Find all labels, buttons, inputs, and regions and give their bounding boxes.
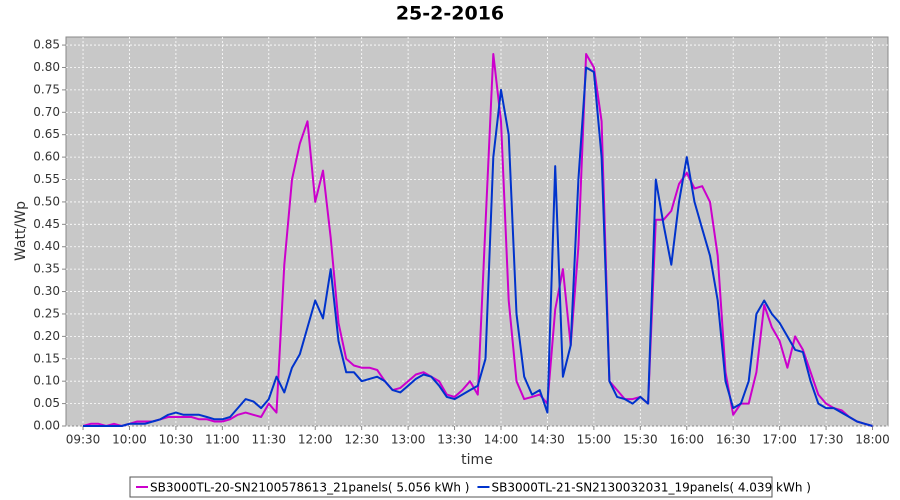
y-tick-label: 0.65 <box>33 127 60 141</box>
y-tick-label: 0.80 <box>33 60 60 74</box>
x-tick-label: 12:00 <box>298 433 333 447</box>
y-tick-label: 0.70 <box>33 105 60 119</box>
legend-box <box>129 476 773 498</box>
x-tick-label: 11:00 <box>205 433 240 447</box>
chart-title: 25-2-2016 <box>396 3 504 25</box>
x-tick-label: 13:30 <box>437 433 472 447</box>
x-tick-label: 10:00 <box>112 433 147 447</box>
x-tick-label: 14:00 <box>484 433 519 447</box>
y-tick-label: 0.75 <box>33 82 60 96</box>
y-tick-label: 0.25 <box>33 306 60 320</box>
y-tick-label: 0.40 <box>33 239 60 253</box>
legend-label: SB3000TL-20-SN2100578613_21panels( 5.056… <box>150 481 469 495</box>
y-tick-label: 0.85 <box>33 38 60 52</box>
x-tick-label: 17:30 <box>809 433 844 447</box>
x-tick-label: 18:00 <box>855 433 890 447</box>
x-axis-label: time <box>461 452 493 468</box>
x-tick-label: 12:30 <box>344 433 379 447</box>
x-tick-label: 16:00 <box>669 433 704 447</box>
x-tick-label: 14:30 <box>530 433 565 447</box>
x-tick-label: 15:00 <box>577 433 612 447</box>
x-tick-label: 16:30 <box>716 433 751 447</box>
y-tick-label: 0.20 <box>33 329 60 343</box>
series-line <box>83 66 873 427</box>
y-tick-label: 0.60 <box>33 150 60 164</box>
y-tick-label: 0.50 <box>33 194 60 208</box>
y-axis-label: Watt/Wp <box>13 201 29 261</box>
x-tick-label: 15:30 <box>623 433 658 447</box>
y-tick-label: 0.15 <box>33 351 60 365</box>
y-tick-label: 0.55 <box>33 172 60 186</box>
legend-label: SB3000TL-21-SN2130032031_19panels( 4.039… <box>491 481 810 495</box>
plot-area <box>65 36 889 427</box>
y-tick-label: 0.10 <box>33 374 60 388</box>
x-tick-label: 09:30 <box>66 433 101 447</box>
x-tick-label: 10:30 <box>159 433 194 447</box>
y-tick-label: 0.45 <box>33 217 60 231</box>
y-tick-label: 0.35 <box>33 262 60 276</box>
y-tick-label: 0.30 <box>33 284 60 298</box>
y-tick-label: 0.00 <box>33 419 60 433</box>
y-tick-label: 0.05 <box>33 396 60 410</box>
x-tick-label: 11:30 <box>251 433 286 447</box>
x-tick-label: 17:00 <box>762 433 797 447</box>
x-tick-label: 13:00 <box>391 433 426 447</box>
